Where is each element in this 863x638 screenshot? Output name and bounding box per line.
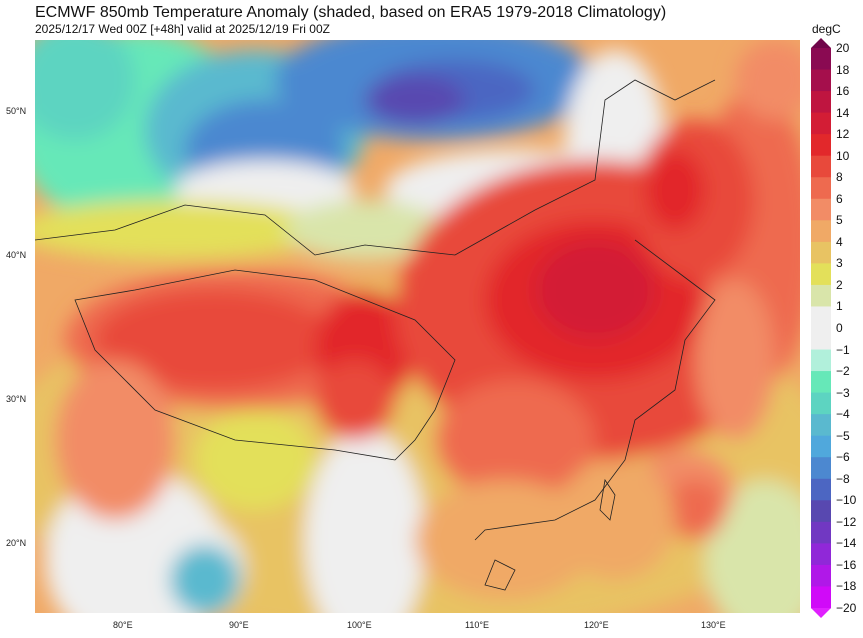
longitude-tick-label: 120°E: [584, 620, 609, 630]
longitude-tick-label: 110°E: [465, 620, 489, 630]
latitude-tick-label: 20°N: [6, 538, 27, 548]
anomaly-region: [35, 200, 335, 260]
boundary-line: [74, 269, 456, 461]
latitude-tick-label: 50°N: [6, 106, 27, 116]
anomaly-region: [95, 290, 335, 390]
colorbar-bin: [811, 414, 831, 437]
colorbar-bin: [811, 435, 831, 458]
colorbar-tick-label: −10: [836, 493, 857, 508]
anomaly-region: [305, 430, 425, 613]
colorbar-bin: [811, 349, 831, 372]
boundary-line: [484, 559, 516, 591]
colorbar-bin: [811, 543, 831, 566]
colorbar-tick-label: 8: [836, 170, 843, 185]
colorbar-bin: [811, 371, 831, 394]
anomaly-region: [315, 360, 395, 440]
anomaly-region: [170, 545, 240, 613]
colorbar-tick-label: 14: [836, 105, 850, 120]
anomaly-region: [35, 40, 135, 140]
anomaly-region: [555, 460, 675, 580]
colorbar-tick-label: 12: [836, 127, 850, 142]
boundary-line: [599, 478, 616, 521]
colorbar-bin: [811, 220, 831, 243]
colorbar-tick-label: 18: [836, 62, 850, 77]
figure-subtitle: 2025/12/17 Wed 00Z [+48h] valid at 2025/…: [35, 22, 330, 36]
anomaly-region: [535, 240, 655, 340]
colorbar-tick-label: −20: [836, 601, 857, 615]
colorbar-tick-label: 10: [836, 148, 850, 163]
longitude-tick-label: 90°E: [229, 620, 249, 630]
colorbar-tick-label: −5: [836, 428, 850, 443]
boundary-line: [35, 79, 716, 256]
colorbar-bin: [811, 112, 831, 135]
colorbar-bin: [811, 392, 831, 415]
colorbar-tick-label: −2: [836, 364, 850, 379]
boundary-line: [474, 239, 716, 541]
colorbar-bin: [811, 263, 831, 286]
colorbar-bin: [811, 457, 831, 480]
longitude-tick-label: 130°E: [701, 620, 726, 630]
colorbar-tick-label: −12: [836, 514, 857, 529]
colorbar-tick-label: −6: [836, 450, 850, 465]
colorbar-tick-label: 1: [836, 299, 843, 314]
anomaly-region: [415, 480, 595, 600]
colorbar-bin: [811, 177, 831, 200]
colorbar-tick-label: −16: [836, 557, 857, 572]
colorbar-tick-label: 16: [836, 84, 850, 99]
anomaly-region: [705, 480, 800, 613]
colorbar-tick-label: −1: [836, 342, 850, 357]
colorbar-tick-label: −8: [836, 471, 850, 486]
colorbar-bin: [811, 328, 831, 351]
colorbar-bin: [811, 198, 831, 221]
anomaly-region: [665, 480, 725, 540]
anomaly-region: [55, 360, 175, 520]
latitude-tick-label: 30°N: [6, 394, 27, 404]
colorbar-bin: [811, 586, 831, 609]
colorbar-bin: [811, 155, 831, 178]
colorbar-tick-label: 3: [836, 256, 843, 271]
latitude-tick-label: 40°N: [6, 250, 27, 260]
colorbar-tick-label: 0: [836, 321, 843, 335]
anomaly-region: [195, 410, 315, 510]
colorbar-bin: [811, 134, 831, 157]
colorbar-units: degC: [812, 22, 841, 36]
colorbar: [811, 38, 831, 618]
colorbar-tick-label: −14: [836, 536, 857, 551]
longitude-tick-label: 80°E: [113, 620, 133, 630]
anomaly-region: [695, 280, 775, 440]
colorbar-bin: [811, 500, 831, 523]
colorbar-bin: [811, 91, 831, 114]
temperature-anomaly-map: [35, 40, 800, 613]
colorbar-bin: [811, 521, 831, 544]
anomaly-region: [285, 200, 445, 260]
longitude-tick-label: 100°E: [347, 620, 372, 630]
colorbar-tick-label: −18: [836, 579, 857, 594]
colorbar-min-arrow: [811, 608, 831, 618]
figure-title: ECMWF 850mb Temperature Anomaly (shaded,…: [35, 4, 667, 21]
colorbar-max-arrow: [811, 38, 831, 48]
anomaly-region: [645, 150, 705, 230]
colorbar-bin: [811, 284, 831, 307]
colorbar-bin: [811, 306, 831, 329]
anomaly-region: [435, 380, 595, 500]
colorbar-tick-label: −4: [836, 407, 850, 422]
colorbar-bin: [811, 564, 831, 587]
colorbar-tick-label: −3: [836, 385, 850, 400]
colorbar-tick-label: 6: [836, 191, 843, 206]
colorbar-bin: [811, 241, 831, 264]
anomaly-region: [365, 75, 465, 125]
colorbar-bin: [811, 69, 831, 92]
colorbar-tick-label: 4: [836, 234, 843, 249]
colorbar-bin: [811, 478, 831, 501]
colorbar-tick-label: 2: [836, 277, 843, 292]
colorbar-tick-label: 20: [836, 41, 850, 55]
colorbar-tick-label: 5: [836, 213, 843, 228]
colorbar-bin: [811, 48, 831, 71]
anomaly-region: [735, 40, 800, 120]
